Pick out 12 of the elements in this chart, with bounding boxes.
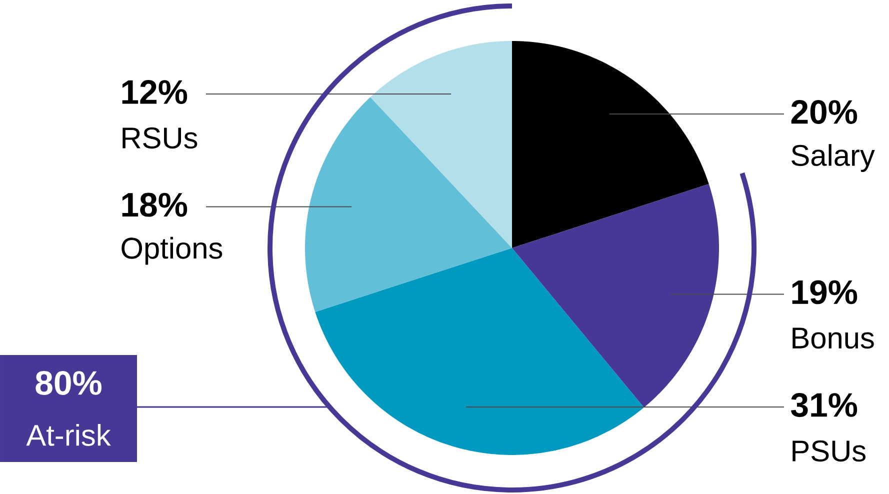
data-label: 31% [790, 392, 858, 418]
data-label: 18% [122, 192, 188, 217]
slice-label: Salary [792, 144, 875, 172]
slice-label: Bonus [792, 328, 874, 349]
text: At-risk [26, 424, 111, 446]
slice-label: Options [122, 236, 222, 265]
data-label: 19% [792, 280, 858, 304]
data-label: 20% [791, 100, 858, 124]
data-label: 12% [122, 80, 188, 104]
slice-label: PSUs [792, 440, 866, 462]
slice-label: RSUs [122, 127, 198, 149]
text: 80% [36, 370, 102, 395]
